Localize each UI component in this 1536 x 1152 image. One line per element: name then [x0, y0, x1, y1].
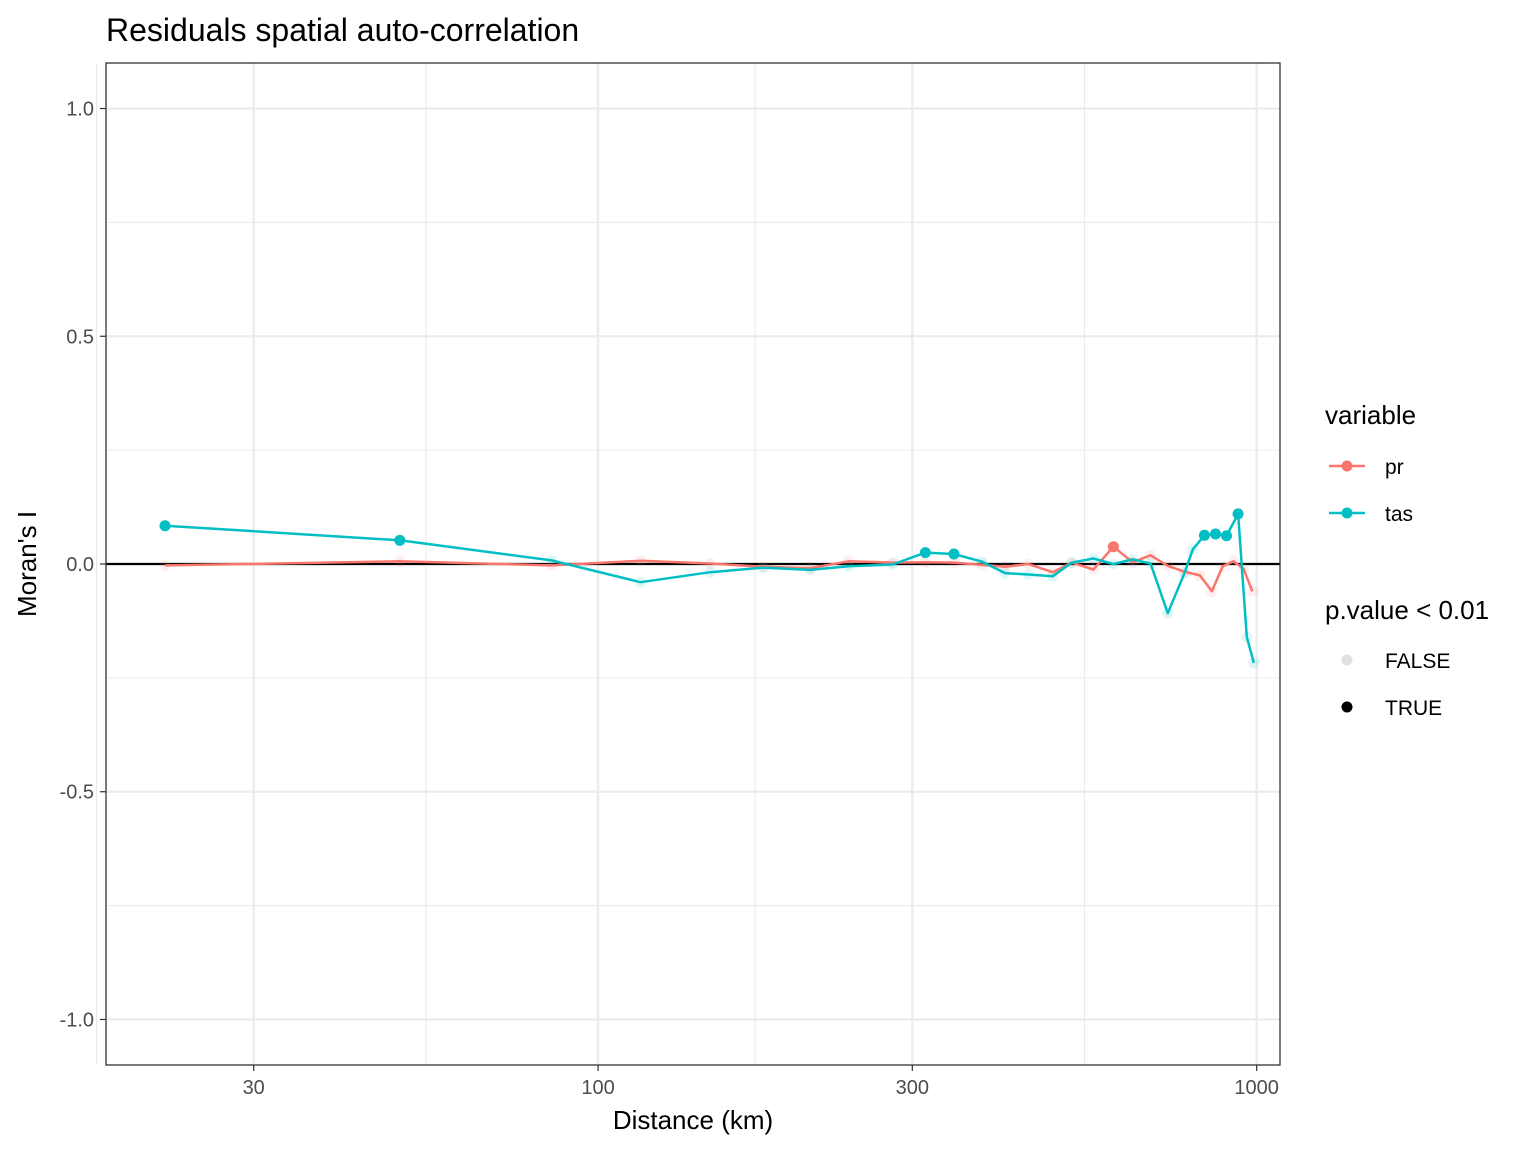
data-point-tas-significant: [1232, 508, 1244, 520]
y-tick-label: 0.0: [66, 554, 94, 576]
data-point-tas-nonsignificant: [1248, 657, 1260, 669]
chart-title: Residuals spatial auto-correlation: [106, 12, 579, 48]
plot-panel: [96, 62, 1281, 1066]
data-point-tas-significant: [1198, 529, 1210, 541]
series-layer: [159, 508, 1260, 669]
series-line-pr: [164, 545, 1254, 593]
y-tick-label: -1.0: [60, 1009, 94, 1031]
y-tick-label: 0.5: [66, 326, 94, 348]
legend-true-swatch-point: [1341, 701, 1353, 713]
data-point-pr-nonsignificant: [159, 559, 171, 571]
data-point-tas-significant: [1221, 530, 1233, 542]
y-tick-label: -0.5: [60, 782, 94, 804]
y-axis-title: Moran's I: [12, 511, 42, 617]
legend-true-label: TRUE: [1385, 697, 1442, 720]
data-point-tas-significant: [394, 534, 406, 546]
x-tick-label: 100: [581, 1077, 614, 1099]
data-point-pr-significant: [1107, 541, 1119, 553]
legend-false-swatch-point: [1341, 654, 1353, 666]
x-tick-label: 30: [243, 1077, 265, 1099]
x-axis-title: Distance (km): [613, 1105, 773, 1135]
legend-tas-label: tas: [1385, 503, 1413, 526]
legend-item-tas: tas: [1329, 503, 1413, 526]
y-axis: -1.0 -0.5 0.0 0.5 1.0: [60, 99, 106, 1031]
legend-item-false: FALSE: [1341, 650, 1450, 673]
data-point-tas-significant: [159, 520, 171, 532]
data-point-tas-significant: [1210, 528, 1222, 540]
legend-pvalue: p.value < 0.01 FALSE TRUE: [1325, 595, 1489, 720]
data-point-tas-significant: [919, 547, 931, 559]
y-tick-label: 1.0: [66, 99, 94, 121]
legend-item-true: TRUE: [1341, 697, 1442, 720]
legend-tas-swatch-point: [1341, 507, 1353, 519]
series-pr-significant-points: [1107, 541, 1119, 553]
legend-pr-swatch-point: [1341, 460, 1353, 472]
x-axis: 30 100 300 1000: [243, 1065, 1279, 1099]
x-tick-label: 1000: [1234, 1077, 1279, 1099]
x-tick-label: 300: [896, 1077, 929, 1099]
legend-variable-title: variable: [1325, 400, 1416, 430]
legend-variable: variable pr tas: [1325, 400, 1416, 526]
series-tas-significant-points: [159, 508, 1244, 560]
data-point-pr-nonsignificant: [1246, 585, 1258, 597]
data-point-tas-significant: [948, 548, 960, 560]
legend-pr-label: pr: [1385, 456, 1404, 479]
legend-item-pr: pr: [1329, 456, 1404, 479]
legend-false-label: FALSE: [1385, 650, 1450, 673]
legend-pvalue-title: p.value < 0.01: [1325, 595, 1489, 625]
